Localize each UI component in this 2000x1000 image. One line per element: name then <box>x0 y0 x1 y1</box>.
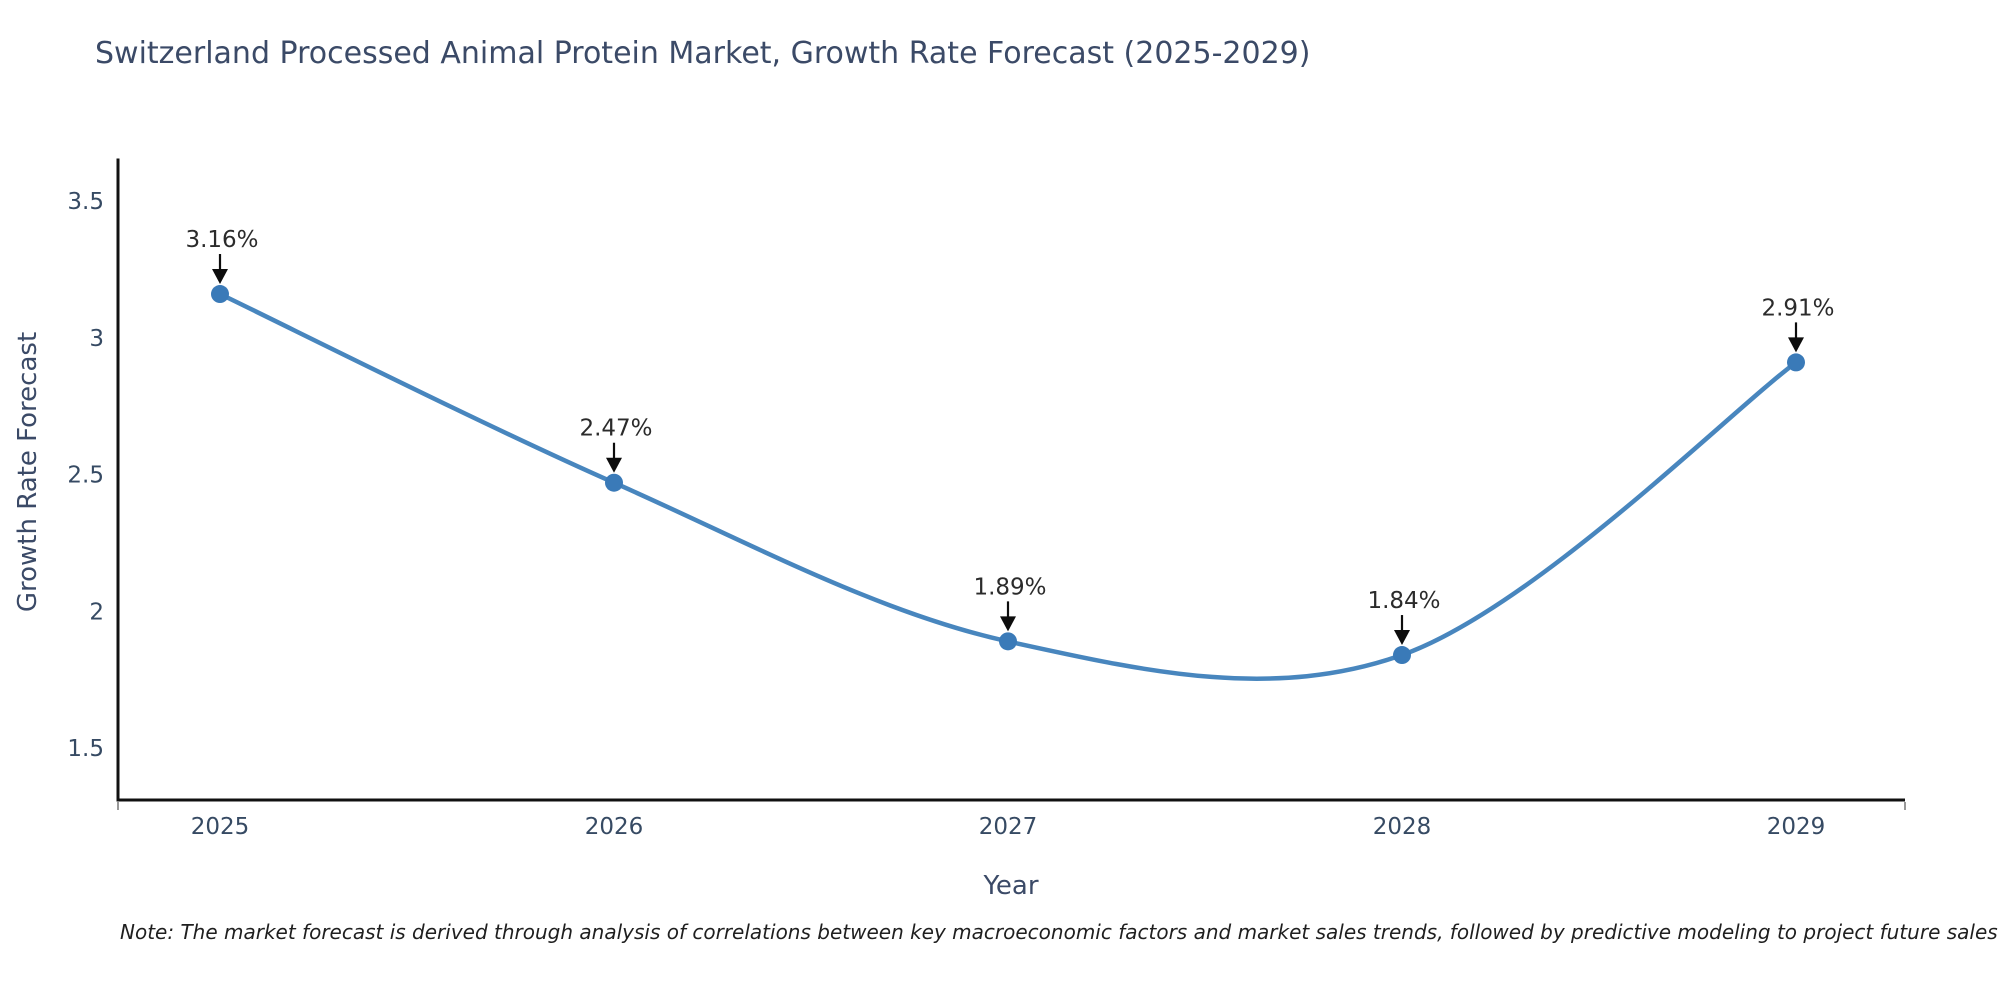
data-point-2026[interactable] <box>605 473 623 492</box>
y-tick-label: 3.5 <box>67 189 104 215</box>
data-point-2029[interactable] <box>1787 353 1805 372</box>
footnote: Note: The market forecast is derived thr… <box>120 920 1998 944</box>
point-value-label: 1.84% <box>1367 588 1440 614</box>
data-point-2028[interactable] <box>1393 646 1411 665</box>
annotation-arrow-head <box>1788 337 1804 353</box>
x-tick-label: 2025 <box>191 814 250 840</box>
annotation-arrow-head <box>1394 630 1410 646</box>
annotation-arrow-head <box>1000 616 1016 632</box>
x-tick-label: 2026 <box>585 814 644 840</box>
y-tick-label: 1.5 <box>67 736 104 762</box>
point-value-label: 2.91% <box>1761 295 1834 321</box>
point-value-label: 3.16% <box>185 227 258 253</box>
annotation-arrow-head <box>212 269 228 285</box>
x-axis-title: Year <box>983 871 1039 901</box>
y-tick-label: 2.5 <box>67 463 104 489</box>
data-point-2025[interactable] <box>211 285 229 304</box>
data-point-2027[interactable] <box>999 632 1017 651</box>
y-tick-label: 3 <box>89 326 104 352</box>
annotation-arrow-head <box>606 457 622 473</box>
chart-title: Switzerland Processed Animal Protein Mar… <box>95 36 1311 71</box>
x-tick-label: 2029 <box>1767 814 1826 840</box>
y-tick-label: 2 <box>89 599 104 625</box>
point-value-label: 1.89% <box>973 574 1046 600</box>
x-tick-label: 2028 <box>1373 814 1432 840</box>
x-tick-label: 2027 <box>979 814 1038 840</box>
point-value-label: 2.47% <box>579 416 652 442</box>
